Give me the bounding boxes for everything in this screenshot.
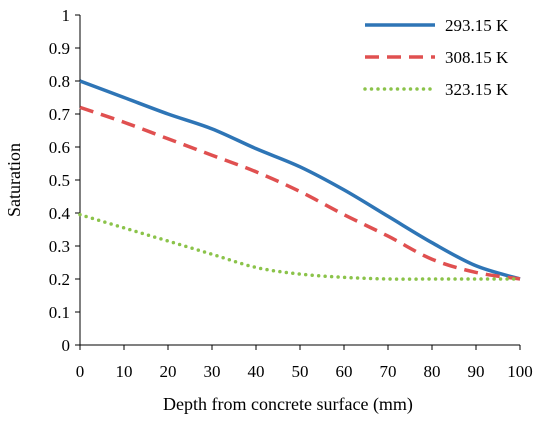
- x-tick-label: 90: [468, 362, 485, 381]
- legend-label-2: 308.15 K: [445, 48, 509, 67]
- x-tick-label: 10: [116, 362, 133, 381]
- legend-label-3: 323.15 K: [445, 80, 509, 99]
- y-tick-label: 0.7: [49, 105, 71, 124]
- y-tick-label: 0.1: [49, 303, 70, 322]
- x-axis-title: Depth from concrete surface (mm): [163, 394, 413, 415]
- y-axis-title: Saturation: [4, 143, 24, 217]
- x-tick-label: 100: [507, 362, 533, 381]
- legend: 293.15 K 308.15 K 323.15 K: [363, 16, 509, 99]
- tick-labels: 00.10.20.30.40.50.60.70.80.910 10 20 30 40 50…: [49, 6, 533, 381]
- y-tick-label: 0.8: [49, 72, 70, 91]
- legend-label-1: 293.15 K: [445, 16, 509, 35]
- y-tick-label: 0.2: [49, 270, 70, 289]
- series-lines: [78, 79, 522, 281]
- y-tick-label: 1: [62, 6, 71, 25]
- y-tick-label: 0.6: [49, 138, 70, 157]
- series-line-2: [79, 105, 521, 281]
- axes: [75, 14, 521, 350]
- series-line-1: [79, 79, 521, 281]
- x-tick-label: 40: [248, 362, 265, 381]
- x-tick-label: 50: [292, 362, 309, 381]
- y-tick-label: 0.5: [49, 171, 70, 190]
- y-tick-label: 0.4: [49, 204, 71, 223]
- y-tick-label: 0: [62, 336, 71, 355]
- x-tick-label: 80: [424, 362, 441, 381]
- series-line-3: [78, 212, 522, 281]
- y-tick-label: 0.9: [49, 39, 70, 58]
- x-tick-label: 30: [204, 362, 221, 381]
- x-tick-label: 0: [76, 362, 85, 381]
- y-tick-label: 0.3: [49, 237, 70, 256]
- x-tick-label: 20: [160, 362, 177, 381]
- x-tick-label: 70: [380, 362, 397, 381]
- x-tick-label: 60: [336, 362, 353, 381]
